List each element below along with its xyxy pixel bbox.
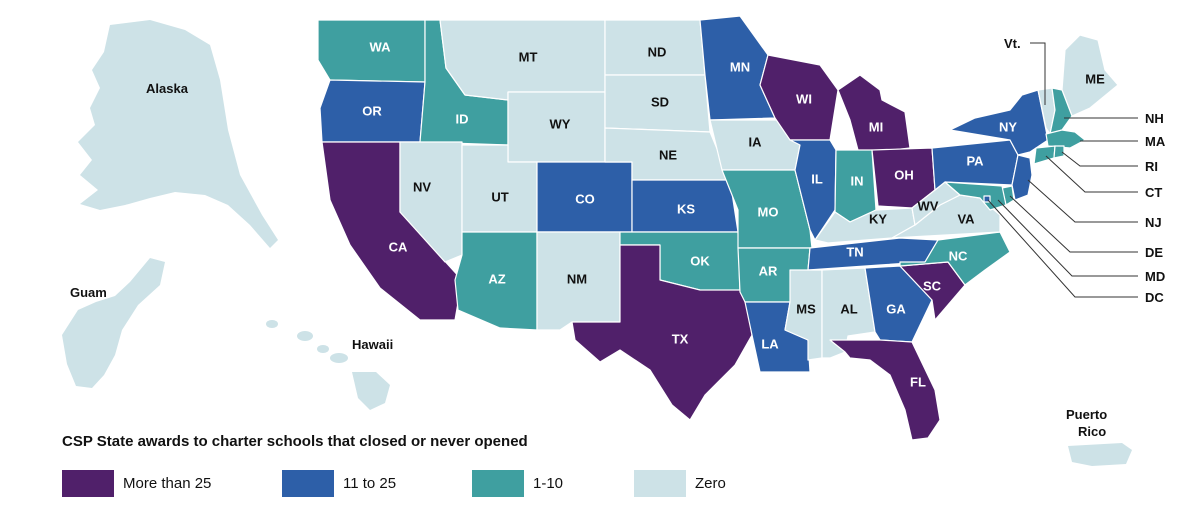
legend-swatch (472, 470, 524, 497)
label-pa: PA (966, 153, 984, 168)
legend-item-more-than-25: More than 25 (62, 470, 211, 497)
state-nv (399, 141, 463, 263)
label-nd: ND (648, 44, 667, 59)
label-ca: CA (389, 239, 408, 254)
label-ut: UT (491, 189, 508, 204)
legend-label: Zero (695, 475, 726, 492)
guam-shape (62, 258, 165, 388)
label-dc: DC (1145, 290, 1164, 305)
alaska-shape (78, 20, 278, 248)
state-tx (571, 244, 753, 421)
label-in: IN (851, 173, 864, 188)
label-or: OR (362, 103, 382, 118)
label-tn: TN (846, 244, 863, 259)
state-fl (829, 339, 941, 441)
label-ar: AR (759, 263, 778, 278)
hawaii-shape (266, 320, 390, 410)
label-nj: NJ (1145, 215, 1162, 230)
legend-label: More than 25 (123, 475, 212, 492)
puerto-rico-shape (1068, 443, 1132, 466)
state-nc (899, 231, 1011, 286)
label-wy: WY (550, 116, 571, 131)
label-wa: WA (370, 39, 392, 54)
leader-nj (1027, 179, 1138, 223)
label-oh: OH (894, 167, 914, 182)
state-ri (1053, 145, 1065, 159)
label-id: ID (456, 111, 469, 126)
hawaii-label: Hawaii (352, 337, 393, 352)
label-az: AZ (488, 271, 505, 286)
legend-title: CSP State awards to charter schools that… (62, 433, 528, 450)
label-ok: OK (690, 253, 710, 268)
label-nm: NM (567, 271, 587, 286)
label-sd: SD (651, 94, 669, 109)
label-vt: Vt. (1004, 36, 1021, 51)
label-ri: RI (1145, 159, 1158, 174)
legend-swatch (634, 470, 686, 497)
legend-item-zero: Zero (634, 470, 726, 497)
legend-item-1-10: 1-10 (472, 470, 563, 497)
leader-ct (1045, 155, 1138, 193)
label-ia: IA (749, 134, 763, 149)
leader-ri (1061, 151, 1138, 167)
label-la: LA (761, 336, 779, 351)
label-me: ME (1085, 71, 1105, 86)
label-il: IL (811, 171, 823, 186)
label-ma: MA (1145, 134, 1166, 149)
label-nv: NV (413, 179, 431, 194)
label-tx: TX (672, 331, 689, 346)
state-ma (1045, 129, 1086, 149)
label-sc: SC (923, 278, 942, 293)
label-nc: NC (949, 248, 968, 263)
label-ny: NY (999, 119, 1017, 134)
state-mi (837, 74, 911, 153)
label-wi: WI (796, 91, 812, 106)
label-mi: MI (869, 119, 883, 134)
external-labels: Vt. NH MA RI CT NJ DE MD DC (987, 36, 1166, 305)
legend-swatch (62, 470, 114, 497)
leader-vt (1030, 42, 1046, 105)
label-ky: KY (869, 211, 887, 226)
label-ms: MS (796, 301, 816, 316)
legend-label: 11 to 25 (343, 475, 397, 492)
label-co: CO (575, 191, 595, 206)
label-nh: NH (1145, 111, 1164, 126)
guam-label: Guam (70, 285, 107, 300)
puerto-rico-label-line1: Puerto (1066, 407, 1107, 422)
label-va: VA (957, 211, 975, 226)
label-ga: GA (886, 301, 906, 316)
states-layer (317, 15, 1119, 441)
legend-swatch (282, 470, 334, 497)
alaska-label: Alaska (146, 81, 189, 96)
state-nj (1011, 154, 1033, 201)
label-fl: FL (910, 374, 926, 389)
label-mt: MT (519, 49, 538, 64)
label-ct: CT (1145, 185, 1162, 200)
label-de: DE (1145, 245, 1163, 260)
leader-dc (987, 199, 1138, 298)
label-mn: MN (730, 59, 750, 74)
label-md: MD (1145, 269, 1165, 284)
label-al: AL (840, 301, 857, 316)
puerto-rico-label-line2: Rico (1078, 424, 1106, 439)
label-mo: MO (758, 204, 779, 219)
legend-item-11-to-25: 11 to 25 (282, 470, 396, 497)
leader-de (1009, 195, 1138, 253)
leader-md (997, 199, 1138, 277)
label-ne: NE (659, 147, 677, 162)
state-labels: WA OR CA ID NV MT WY UT AZ CO NM ND SD N… (362, 39, 1105, 389)
legend-label: 1-10 (533, 475, 564, 492)
label-ks: KS (677, 201, 695, 216)
label-wv: WV (918, 198, 939, 213)
